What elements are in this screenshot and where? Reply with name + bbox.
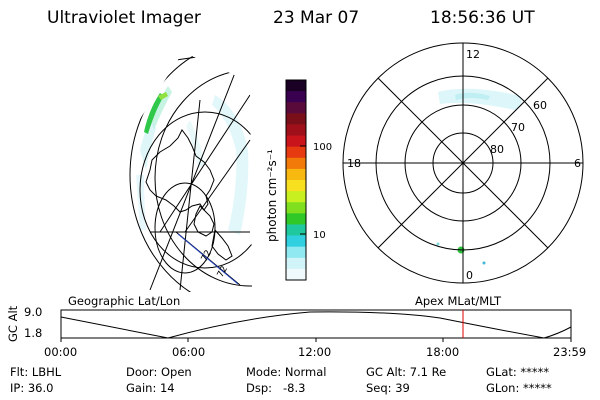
status-glat: GLat: ***** (486, 365, 550, 379)
geographic-panel-label: Geographic Lat/Lon (68, 294, 181, 308)
colorbar-tick-100: 100 (313, 142, 332, 153)
status-gc-alt: GC Alt: 7.1 Re (366, 365, 447, 379)
status-dsp: Dsp: -8.3 (246, 381, 306, 395)
observation-time: 18:56:36 UT (430, 8, 535, 28)
colorbar-segment (286, 268, 306, 281)
status-door: Door: Open (126, 365, 192, 379)
time-tick-18: 18:00 (426, 345, 460, 359)
status-filter: Flt: LBHL (10, 365, 62, 379)
geo-marker-label: 72 (200, 249, 214, 264)
status-gain: Gain: 14 (126, 381, 175, 395)
polar-mlt-6-label: 6 (574, 157, 581, 170)
colorbar-segment (286, 213, 306, 225)
colorbar-segment (286, 168, 306, 181)
gc-alt-bottom-value: 1.8 (24, 326, 43, 340)
polar-mlt-0-label: 0 (466, 269, 473, 282)
polar-mlat-60-label: 60 (533, 99, 547, 112)
geographic-map: 72 72 (129, 52, 252, 292)
status-seq: Seq: 39 (366, 381, 410, 395)
colorbar-units-label: photon cm⁻²s⁻¹ (265, 149, 279, 242)
colorbar-segment (286, 235, 306, 248)
geo-marker-label: 72 (216, 265, 230, 280)
time-tick-00: 00:00 (44, 345, 78, 359)
polar-mlat-70-label: 70 (511, 121, 525, 134)
polar-mlat-80-label: 80 (490, 143, 504, 156)
altitude-timeline (60, 309, 572, 342)
colorbar-segment (286, 124, 306, 137)
colorbar-segment (286, 180, 306, 192)
colorbar-segment (286, 113, 306, 125)
colorbar-segment (286, 80, 306, 92)
status-ip: IP: 36.0 (10, 381, 54, 395)
status-mode: Mode: Normal (246, 365, 327, 379)
polar-mlt-12-label: 12 (466, 48, 480, 61)
polar-plot: 12 18 6 0 60 70 80 (342, 42, 584, 284)
gc-alt-top-value: 9.0 (24, 305, 43, 319)
colorbar (285, 79, 307, 281)
gc-alt-axis-label: GC Alt (6, 305, 20, 342)
colorbar-segment (286, 91, 306, 103)
time-tick-2359: 23:59 (553, 345, 587, 359)
observation-date: 23 Mar 07 (273, 8, 360, 28)
colorbar-segment (286, 257, 306, 270)
colorbar-segment (286, 102, 306, 114)
colorbar-segment (286, 202, 306, 214)
colorbar-segment (286, 157, 306, 170)
colorbar-segment (286, 135, 306, 148)
time-tick-12: 12:00 (298, 345, 332, 359)
apex-panel-label: Apex MLat/MLT (415, 294, 502, 308)
colorbar-tick-10: 10 (313, 230, 326, 241)
colorbar-segment (286, 224, 306, 237)
polar-mlt-18-label: 18 (347, 157, 361, 170)
colorbar-segment (286, 191, 306, 203)
altitude-curve (60, 311, 572, 339)
colorbar-segment (286, 246, 306, 259)
colorbar-segment (286, 146, 306, 159)
geo-aurora-emission (136, 86, 249, 235)
time-tick-06: 06:00 (172, 345, 206, 359)
status-glon: GLon: ***** (486, 381, 552, 395)
instrument-title: Ultraviolet Imager (47, 8, 201, 28)
